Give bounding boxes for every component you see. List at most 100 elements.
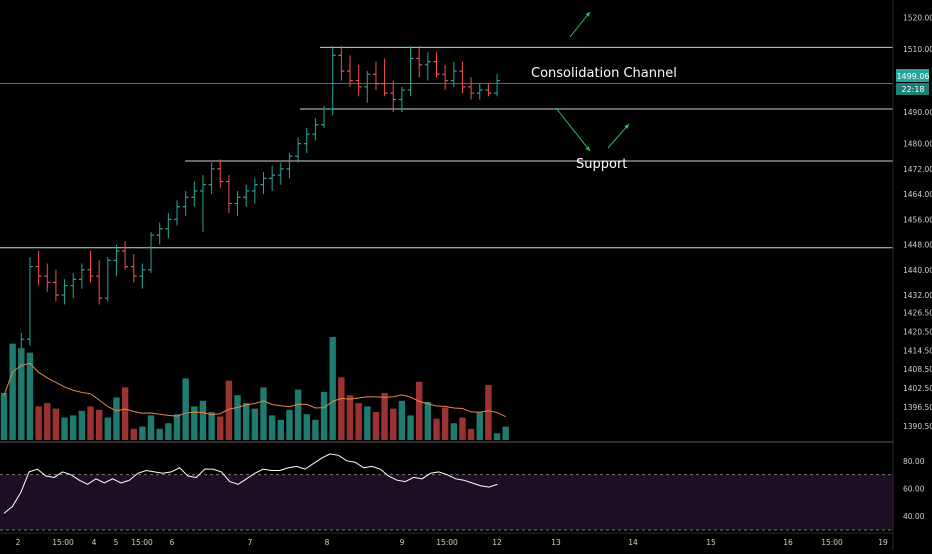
price-tick-label: 1510.00 <box>903 45 932 54</box>
time-tick-label: 14 <box>628 538 638 547</box>
volume-bar <box>95 409 103 440</box>
volume-bar <box>476 412 483 440</box>
annotation-arrow <box>555 107 591 152</box>
volume-bar <box>87 406 94 440</box>
candle <box>407 45 414 97</box>
volume-bar <box>217 416 224 440</box>
price-tick-label: 1440.00 <box>903 266 932 275</box>
volume-bar <box>338 377 345 440</box>
price-tick-label: 1390.50 <box>903 422 932 431</box>
price-tick-label: 1402.50 <box>903 384 932 393</box>
candle <box>433 52 440 78</box>
volume-bar <box>18 348 25 440</box>
volume-moving-average <box>3 362 506 418</box>
volume-bar <box>320 391 328 440</box>
candle <box>139 263 146 289</box>
volume-bar <box>9 343 16 440</box>
volume-bar <box>243 403 250 440</box>
candle <box>44 263 51 292</box>
candle <box>191 181 198 207</box>
arrow-shaft <box>555 107 591 152</box>
candle <box>130 254 137 283</box>
time-tick-label: 16 <box>783 538 793 547</box>
candle <box>199 175 206 232</box>
volume-bar <box>70 415 77 440</box>
price-tick-label: 1414.50 <box>903 346 932 355</box>
candle <box>52 269 59 302</box>
candle <box>372 61 379 91</box>
price-tick-label: 1456.00 <box>903 215 932 224</box>
time-tick-label: 6 <box>170 538 175 547</box>
support-label: Support <box>576 157 627 172</box>
price-axis-ticks[interactable]: 1520.00 1510.00 1490.00 1480.00 1472.00 1464.… <box>903 13 932 430</box>
candle <box>398 86 405 113</box>
time-tick-label: 5 <box>114 538 119 547</box>
time-axis-ticks[interactable]: 2 15:00 4 5 15:00 6 7 8 9 15:00 12 13 14 15 16 15:00 19 <box>16 538 888 547</box>
price-tick-label: 1426.50 <box>903 308 932 317</box>
time-tick-label: 19 <box>878 538 888 547</box>
rsi-axis-ticks: 80.00 60.00 40.00 <box>903 457 925 521</box>
annotation-arrows <box>555 11 630 152</box>
volume-bar <box>364 406 371 440</box>
candle <box>61 279 68 305</box>
time-tick-label: 2 <box>16 538 21 547</box>
volume-bar <box>398 400 406 440</box>
volume-bar <box>381 392 388 440</box>
current-price-badge: 1499.06 22:18 <box>896 69 930 95</box>
candle <box>277 162 284 185</box>
volume-bar <box>433 418 440 440</box>
candle <box>338 45 345 81</box>
arrow-shaft <box>569 11 591 38</box>
candle <box>485 83 492 97</box>
volume-bar <box>130 428 137 440</box>
volume-bar <box>312 419 319 440</box>
time-tick-label: 7 <box>248 538 253 547</box>
rsi-line <box>3 453 498 514</box>
candle <box>251 178 258 204</box>
volume-bar <box>139 426 146 440</box>
arrow-head <box>624 124 629 129</box>
volume-bar <box>121 387 129 440</box>
volume-bar <box>156 428 163 440</box>
price-tick-label: 1472.00 <box>903 165 932 174</box>
time-tick-label: 15:00 <box>52 538 74 547</box>
candle <box>424 52 431 81</box>
volume-bar <box>407 415 414 440</box>
candle <box>174 200 180 226</box>
volume-bar <box>199 400 207 440</box>
volume-bar <box>104 417 111 440</box>
volume-bar <box>61 417 68 440</box>
volume-bar <box>208 412 215 440</box>
time-tick-label: 13 <box>551 538 561 547</box>
candle <box>78 263 85 289</box>
volume-bar <box>78 410 86 440</box>
volume-bar <box>294 389 302 440</box>
price-tick-label: 1490.00 <box>903 108 932 117</box>
candle <box>459 61 466 94</box>
volume-bar <box>147 415 155 440</box>
volume-bars <box>0 336 509 440</box>
candle <box>321 105 328 128</box>
price-tick-label: 1464.00 <box>903 190 932 199</box>
volume-bar <box>26 352 34 440</box>
consolidation-channel-label: Consolidation Channel <box>531 66 677 81</box>
time-tick-label: 4 <box>92 538 97 547</box>
candle <box>303 127 310 154</box>
bar-countdown: 22:18 <box>901 85 924 94</box>
price-tick-label: 1408.50 <box>903 365 932 374</box>
volume-bar <box>416 381 423 440</box>
candle <box>442 64 449 91</box>
volume-bar <box>35 406 42 440</box>
arrow-head <box>585 12 590 17</box>
candle <box>243 184 250 207</box>
volume-bar <box>268 415 276 440</box>
volume-bar <box>286 409 293 440</box>
volume-bar <box>234 395 241 440</box>
candle <box>165 213 172 239</box>
volume-bar <box>277 419 284 440</box>
time-tick-label: 12 <box>492 538 502 547</box>
volume-bar <box>424 401 432 440</box>
volume-bar <box>113 397 120 440</box>
current-price-value: 1499.06 <box>896 72 929 81</box>
